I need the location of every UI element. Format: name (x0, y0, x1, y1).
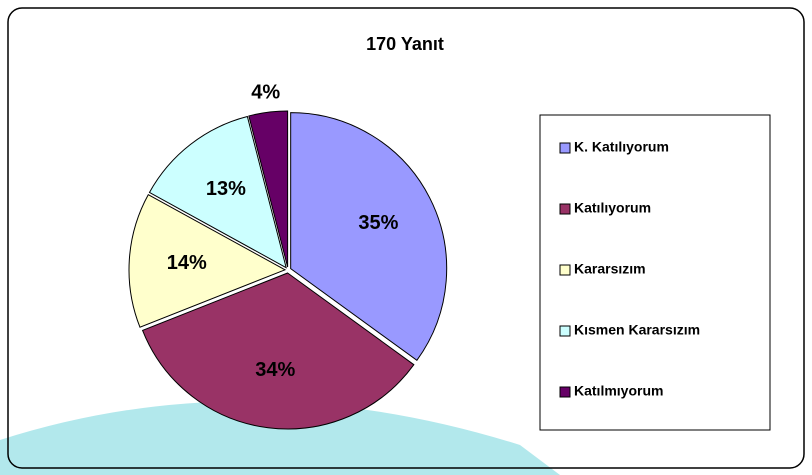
legend-label: Katılmıyorum (574, 383, 663, 399)
pie-slice (128, 193, 287, 328)
legend-swatch (559, 142, 571, 154)
legend-swatch (559, 386, 571, 398)
pie-slice (141, 272, 415, 430)
watermark (0, 401, 560, 475)
legend-label: Kısmen Kararsızım (574, 322, 700, 338)
legend-swatch (559, 264, 571, 276)
data-label: 4% (251, 82, 280, 104)
legend-box (539, 114, 771, 431)
legend-label: Kararsızım (574, 261, 646, 277)
data-label: 35% (358, 212, 398, 234)
legend-label: Katılıyorum (574, 200, 651, 216)
data-label: 13% (206, 178, 246, 200)
pie-slice (248, 110, 289, 268)
legend-swatch (559, 203, 571, 215)
chart-title: 170 Yanıt (366, 34, 444, 54)
data-label: 14% (167, 252, 207, 274)
legend-swatch (559, 325, 571, 337)
pie-slice (148, 115, 287, 269)
pie-slice (290, 112, 448, 362)
legend-label: K. Katılıyorum (574, 139, 669, 155)
data-label: 34% (255, 359, 295, 381)
chart-frame (7, 7, 805, 469)
